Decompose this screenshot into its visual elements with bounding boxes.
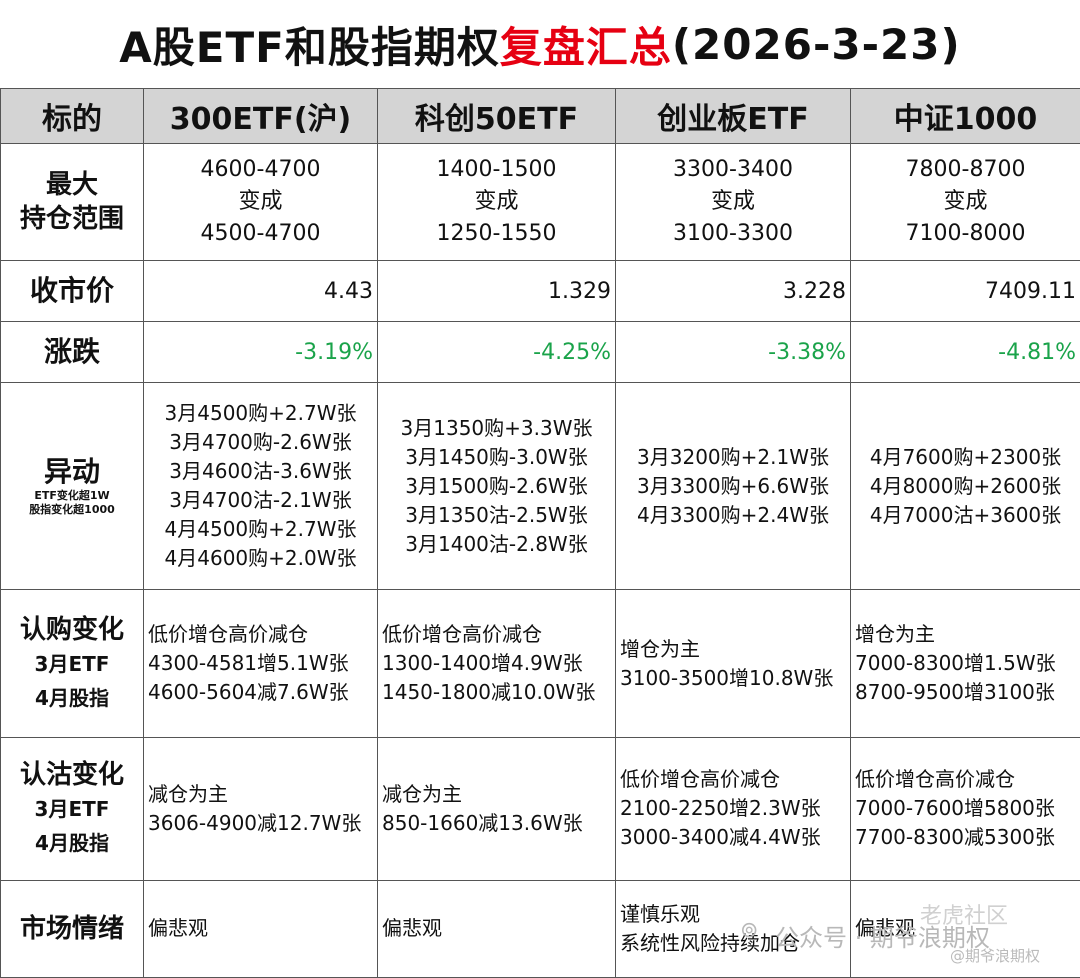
row-label-abnormal: 异动 ETF变化超1W 股指变化超1000: [0, 382, 144, 591]
call-change-cell: 增仓为主 7000-8300增1.5W张 8700-9500增3100张: [850, 589, 1080, 738]
watermark-community: 老虎社区: [920, 904, 1009, 929]
row-abnormal: 异动 ETF变化超1W 股指变化超1000 3月4500购+2.7W张 3月470…: [0, 382, 1080, 591]
abnormal-cell: 3月1350购+3.3W张 3月1450购-3.0W张 3月1500购-2.6W张 3…: [377, 382, 616, 591]
header-col-300etf: 300ETF(沪): [143, 88, 378, 144]
change-cell: -3.19%: [143, 321, 378, 384]
close-price-cell: 1.329: [377, 260, 616, 323]
title-date: (2026-3-23): [671, 19, 961, 69]
sentiment-cell: 偏悲观: [377, 879, 616, 978]
change-cell: -4.81%: [850, 321, 1080, 384]
title-highlight: 复盘汇总: [499, 22, 672, 72]
row-label-change: 涨跌: [0, 321, 144, 384]
put-change-cell: 低价增仓高价减仓 2100-2250增2.3W张 3000-3400减4.4W张: [615, 736, 851, 881]
summary-table: 标的 300ETF(沪) 科创50ETF 创业板ETF 中证1000 最大 持仓…: [0, 88, 1080, 978]
sentiment-cell: 谨慎乐观 系统性风险持续加仓: [615, 879, 851, 978]
range-cell: 7800-8700 变成 7100-8000: [850, 142, 1080, 262]
call-change-cell: 低价增仓高价减仓 4300-4581增5.1W张 4600-5604减7.6W张: [143, 589, 378, 738]
close-price-cell: 3.228: [615, 260, 851, 323]
sentiment-cell: 偏悲观: [143, 879, 378, 978]
put-change-cell: 低价增仓高价减仓 7000-7600增5800张 7700-8300减5300张: [850, 736, 1080, 881]
header-col-zz1000: 中证1000: [850, 88, 1080, 144]
call-change-cell: 低价增仓高价减仓 1300-1400增4.9W张 1450-1800减10.0W张: [377, 589, 616, 738]
row-close-price: 收市价 4.43 1.329 3.228 7409.11: [0, 260, 1080, 323]
abnormal-cell: 3月3200购+2.1W张 3月3300购+6.6W张 4月3300购+2.4W张: [615, 382, 851, 591]
range-cell: 3300-3400 变成 3100-3300: [615, 142, 851, 262]
watermark-handle: @期爷浪期权: [950, 947, 1041, 965]
watermark-wechat: 公众号 · 期爷浪期权: [775, 924, 990, 952]
row-change: 涨跌 -3.19% -4.25% -3.38% -4.81%: [0, 321, 1080, 384]
row-call-change: 认购变化 3月ETF 4月股指 低价增仓高价减仓 4300-4581增5.1W张 4…: [0, 589, 1080, 738]
row-label-close: 收市价: [0, 260, 144, 323]
put-change-cell: 减仓为主 850-1660减13.6W张: [377, 736, 616, 881]
header-row: 标的 300ETF(沪) 科创50ETF 创业板ETF 中证1000: [0, 88, 1080, 144]
row-market-sentiment: 市场情绪 偏悲观 偏悲观 谨慎乐观 系统性风险持续加仓 偏悲观: [0, 879, 1080, 978]
wechat-icon: ⊚: [740, 918, 759, 943]
put-change-cell: 减仓为主 3606-4900减12.7W张: [143, 736, 378, 881]
page-title: A股ETF和股指期权 复盘汇总 (2026-3-23): [0, 0, 1080, 88]
sentiment-cell: 偏悲观: [850, 879, 1080, 978]
row-max-position-range: 最大 持仓范围 4600-4700 变成 4500-4700 1400-1500 变成…: [0, 142, 1080, 262]
change-cell: -4.25%: [377, 321, 616, 384]
row-label-call: 认购变化 3月ETF 4月股指: [0, 589, 144, 738]
abnormal-cell: 3月4500购+2.7W张 3月4700购-2.6W张 3月4600沽-3.6W张 3…: [143, 382, 378, 591]
row-label-put: 认沽变化 3月ETF 4月股指: [0, 736, 144, 881]
abnormal-cell: 4月7600购+2300张 4月8000购+2600张 4月7000沽+3600张: [850, 382, 1080, 591]
row-label-range: 最大 持仓范围: [0, 142, 144, 262]
header-col-kc50etf: 科创50ETF: [377, 88, 616, 144]
row-put-change: 认沽变化 3月ETF 4月股指 减仓为主 3606-4900减12.7W张 减仓为…: [0, 736, 1080, 881]
title-prefix: A股ETF和股指期权: [119, 22, 500, 72]
range-cell: 4600-4700 变成 4500-4700: [143, 142, 378, 262]
range-cell: 1400-1500 变成 1250-1550: [377, 142, 616, 262]
call-change-cell: 增仓为主 3100-3500增10.8W张: [615, 589, 851, 738]
header-col-cybetf: 创业板ETF: [615, 88, 851, 144]
header-label: 标的: [0, 88, 144, 144]
close-price-cell: 7409.11: [850, 260, 1080, 323]
close-price-cell: 4.43: [143, 260, 378, 323]
change-cell: -3.38%: [615, 321, 851, 384]
row-label-sentiment: 市场情绪: [0, 879, 144, 978]
